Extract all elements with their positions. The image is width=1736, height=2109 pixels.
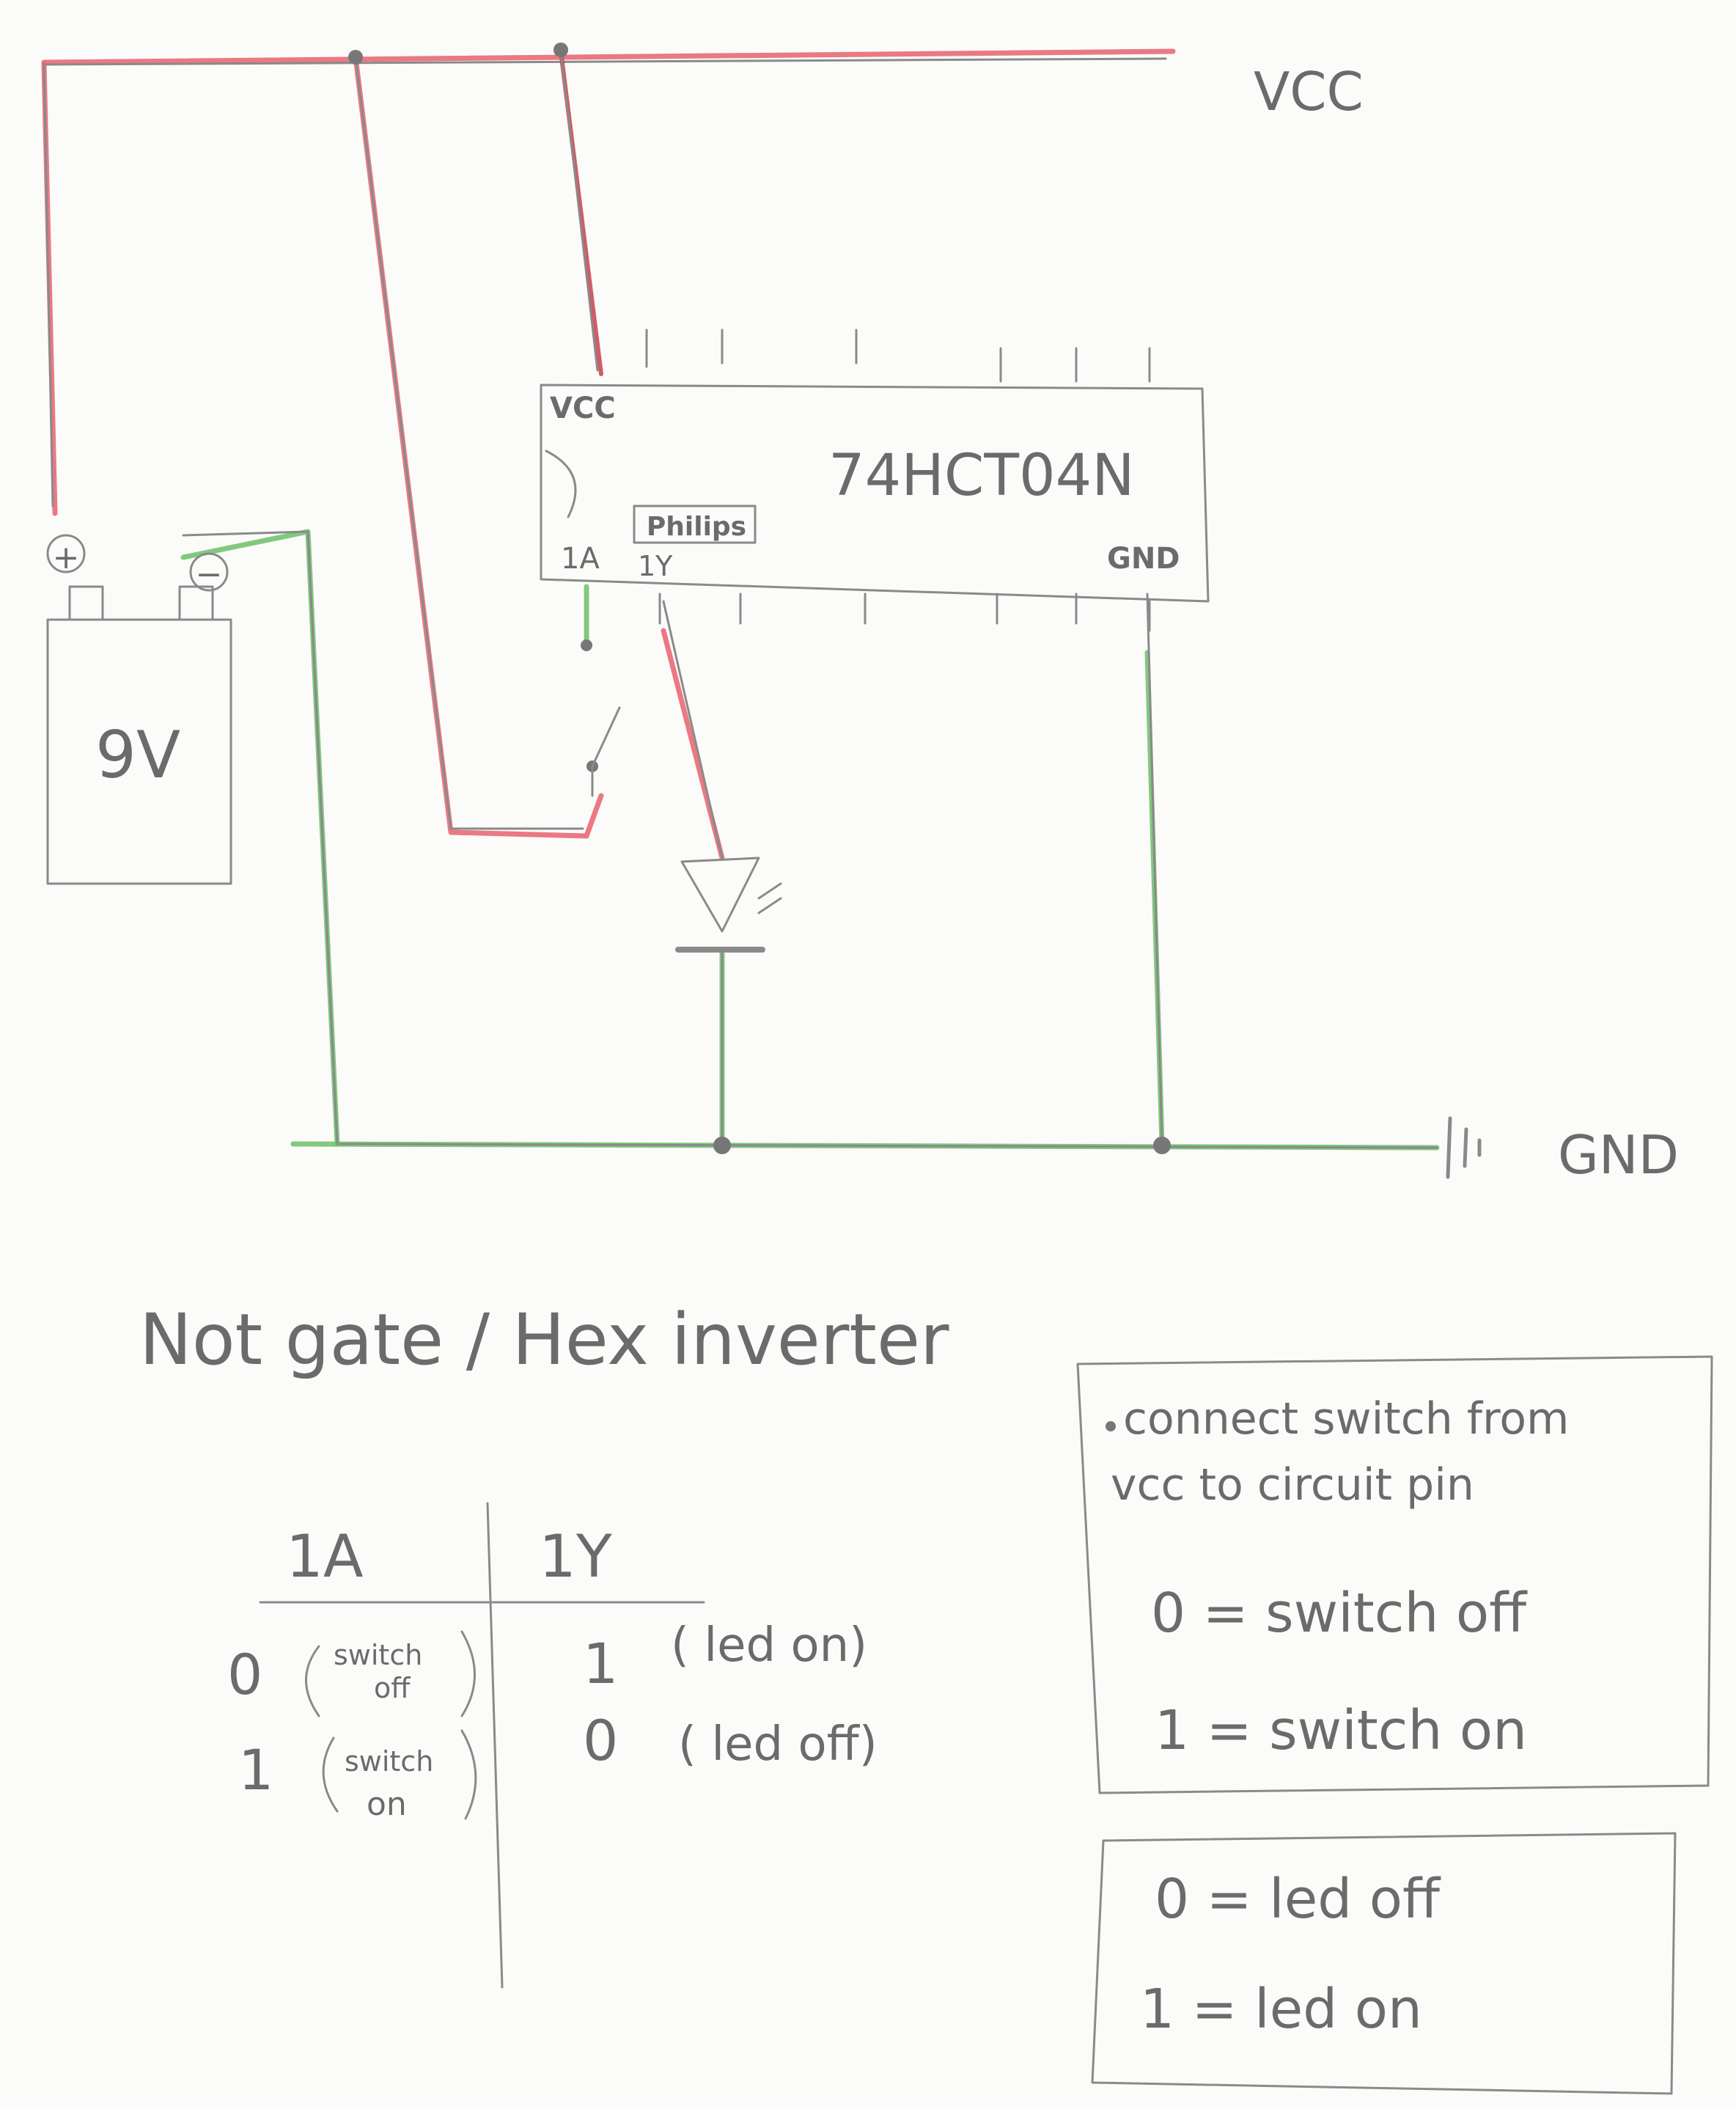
svg-text:( led on): ( led on) [671, 1618, 867, 1673]
switch-note-line2: vcc to circuit pin [1111, 1459, 1474, 1511]
led-symbol [675, 857, 782, 953]
gnd-symbol [1446, 1116, 1482, 1179]
switch-note-box [1076, 1355, 1713, 1794]
led-def-0: 0 = led off [1155, 1868, 1441, 1931]
pin-gnd-label: GND [1107, 542, 1180, 576]
junction-dots [348, 43, 1171, 1154]
switch-def-1: 1 = switch on [1155, 1699, 1527, 1762]
switch-def-0: 0 = switch off [1151, 1582, 1528, 1645]
page-title: Not gate / Hex inverter [139, 1299, 949, 1381]
truth-table-header-1y: 1Y [539, 1522, 613, 1591]
truth-table-header-1a: 1A [286, 1522, 364, 1591]
battery [46, 534, 232, 885]
svg-text:0: 0 [583, 1708, 618, 1773]
vcc-rail-wire [41, 48, 1176, 65]
battery-voltage-label: 9V [95, 717, 180, 793]
led-def-1: 1 = led on [1140, 1978, 1422, 2041]
battery-minus-terminal: − [196, 556, 223, 593]
truth-table-row: 0 switch off 1 ( led on) [227, 1618, 867, 1717]
truth-table-row: 1 switch on 0 ( led off) [238, 1708, 878, 1823]
svg-text:0: 0 [227, 1642, 262, 1707]
truth-table [259, 1502, 705, 1989]
gnd-wiring [180, 529, 1440, 1151]
svg-text:on: on [367, 1786, 407, 1823]
svg-text:switch: switch [345, 1745, 433, 1778]
switch-note-line1: connect switch from [1123, 1393, 1570, 1445]
svg-text:off: off [374, 1672, 411, 1704]
vcc-wiring [41, 48, 1176, 861]
pin-1a-label: 1A [561, 542, 600, 576]
switch-supply-wire [353, 54, 604, 839]
pin-vcc-label: VCC [550, 392, 616, 425]
svg-text:1: 1 [238, 1737, 273, 1802]
chip-maker-label: Philips [647, 512, 746, 542]
vcc-rail-label: VCC [1254, 61, 1364, 122]
led-note-box [1091, 1832, 1677, 2095]
gnd-rail-label: GND [1558, 1124, 1679, 1186]
svg-text:switch: switch [334, 1639, 422, 1671]
pin-1y-label: 1Y [638, 550, 673, 582]
battery-plus-terminal: + [53, 539, 80, 576]
svg-text:( led off): ( led off) [678, 1717, 878, 1772]
ic-chip [540, 329, 1210, 632]
battery-minus-wire [180, 529, 340, 1147]
svg-text:1: 1 [583, 1631, 618, 1696]
switch-symbol [591, 706, 621, 797]
chip-part-number: 74HCT04N [828, 443, 1135, 509]
